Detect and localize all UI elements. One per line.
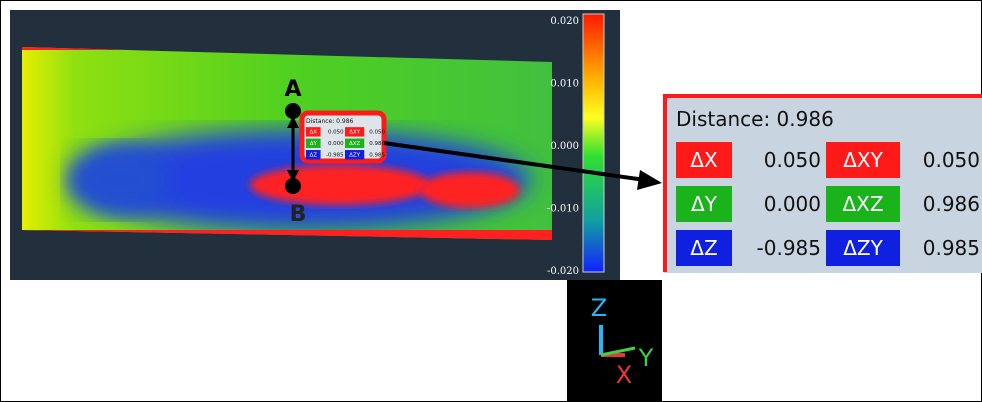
delta-value: 0.986 [369, 141, 385, 147]
distance-title: Distance: 0.986 [676, 107, 834, 131]
distance-title: Distance: 0.986 [306, 118, 354, 125]
axis-label: X [616, 361, 632, 389]
point-label: A [284, 77, 301, 102]
delta-label: ΔXY [349, 130, 361, 136]
point-b [285, 178, 301, 194]
delta-label: ΔZY [349, 153, 361, 159]
delta-value: 0.985 [923, 236, 980, 260]
delta-label: ΔZ [690, 236, 717, 260]
delta-label: ΔX [690, 148, 718, 172]
delta-value: 0.000 [328, 141, 344, 147]
delta-value: 0.050 [369, 130, 385, 136]
delta-label: ΔXZ [842, 192, 883, 216]
delta-label: ΔXY [843, 148, 883, 172]
colorbar-tick-label: -0.010 [547, 204, 579, 215]
colorbar-tick-label: 0.020 [550, 16, 579, 27]
screenshot: 0.020 0.010 0.000 -0.010 -0.020 A B Distance… [0, 0, 982, 402]
delta-value: -0.985 [326, 153, 344, 159]
point-a [285, 103, 301, 119]
delta-label: ΔZ [310, 153, 318, 159]
axis-gizmo [567, 280, 662, 402]
point-label: B [290, 202, 307, 227]
colorbar-tick-label: 0.000 [550, 141, 579, 152]
axis-label: Z [591, 294, 607, 322]
delta-label: ΔY [691, 192, 718, 216]
delta-value: 0.985 [369, 153, 385, 159]
delta-label: ΔX [310, 130, 318, 136]
axis-label: Y [638, 344, 654, 372]
delta-value: 0.000 [764, 192, 821, 216]
delta-label: ΔXZ [349, 141, 361, 147]
colorbar-tick-label: 0.010 [550, 79, 579, 90]
colorbar-tick-label: -0.020 [547, 266, 579, 277]
delta-label: ΔZY [843, 236, 883, 260]
delta-value: 0.050 [328, 130, 344, 136]
delta-label: ΔY [310, 141, 318, 147]
colorbar [583, 14, 604, 272]
delta-value: 0.050 [764, 148, 821, 172]
delta-value: -0.985 [757, 236, 821, 260]
delta-value: 0.050 [923, 148, 980, 172]
delta-value: 0.986 [923, 192, 980, 216]
